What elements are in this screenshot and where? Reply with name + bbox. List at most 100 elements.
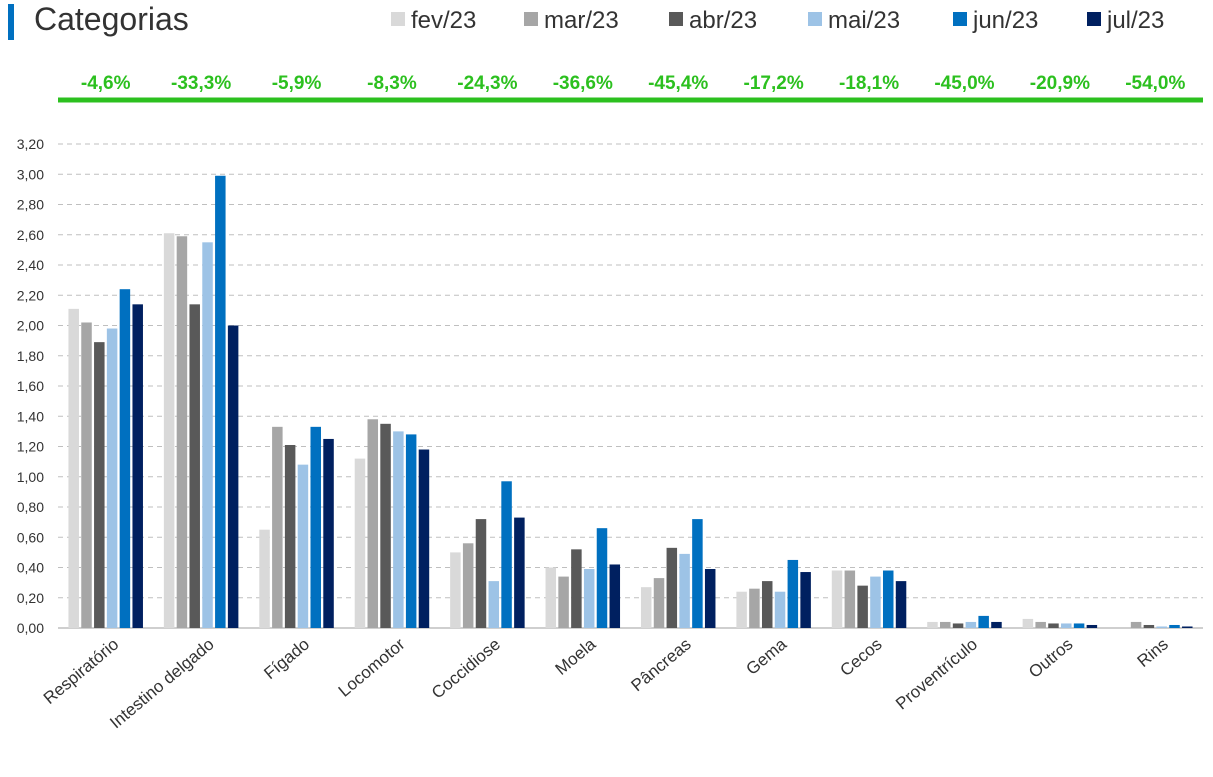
bar-0-2 [94,342,105,628]
legend: fev/23 mar/23 abr/23 mai/23 jun/23 jul/23 [391,7,1164,34]
bar-0-4 [119,289,131,628]
x-tick-label-10: Outros [1025,635,1076,682]
bar-0-0 [68,308,79,628]
bar-5-3 [583,569,595,628]
bar-0-3 [106,328,118,628]
bar-6-3 [679,553,690,628]
y-tick-label-12: 2,40 [17,257,44,273]
bar-5-4 [596,528,608,628]
x-tick-label-0: Respiratório [40,635,122,708]
legend-label-5: jul/23 [1106,7,1164,34]
chart-title: Categorias [34,1,189,37]
bar-4-4 [501,481,512,628]
variation-label-1: -33,3% [171,73,231,94]
bar-10-3 [1061,623,1072,628]
bar-10-2 [1048,623,1059,628]
bar-1-0 [163,233,175,629]
bar-7-1 [749,588,760,628]
x-tick-label-3: Locomotor [335,634,409,700]
bar-10-0 [1022,618,1034,628]
bar-1-2 [189,304,200,628]
bar-8-4 [882,570,894,628]
y-tick-label-15: 3,00 [17,166,44,182]
variation-label-11: -54,0% [1125,73,1185,94]
bar-6-1 [653,578,665,628]
bar-9-0 [927,621,938,628]
variation-label-3: -8,3% [367,73,417,94]
bar-4-5 [514,517,525,628]
variation-label-7: -17,2% [744,73,804,94]
bar-2-5 [323,438,334,628]
y-tick-label-6: 1,20 [17,439,44,455]
bar-7-2 [761,581,773,628]
y-tick-label-14: 2,80 [17,197,44,213]
y-tick-label-3: 0,60 [17,529,44,545]
y-tick-label-0: 0,00 [17,620,44,636]
legend-label-1: mar/23 [544,7,619,34]
variation-label-10: -20,9% [1030,73,1090,94]
bar-5-0 [545,567,557,628]
bar-9-3 [965,621,977,628]
grid [58,143,1203,599]
legend-label-3: mai/23 [828,7,900,34]
variation-label-5: -36,6% [553,73,613,94]
bar-4-2 [475,519,487,628]
bar-3-0 [354,458,366,628]
y-tick-label-9: 1,80 [17,348,44,364]
bar-11-2 [1143,624,1155,628]
bar-7-5 [800,572,811,628]
bar-8-1 [844,570,856,628]
variation-label-8: -18,1% [839,73,899,94]
y-tick-label-5: 1,00 [17,469,44,485]
variation-label-2: -5,9% [272,73,322,94]
legend-label-2: abr/23 [689,7,757,34]
bar-0-1 [81,322,92,628]
bar-8-2 [857,585,868,628]
variation-label-9: -45,0% [934,73,994,94]
x-tick-label-1: Intestino delgado [106,635,217,733]
bar-9-2 [952,623,964,628]
bar-5-2 [571,549,582,628]
bar-11-5 [1182,626,1193,628]
bar-3-4 [405,434,417,628]
y-axis: 0,00 0,20 0,40 0,60 0,80 1,00 1,20 1,40 1,60 1,80… [17,136,1203,636]
x-tick-label-8: Cecos [836,635,885,681]
bar-10-1 [1035,621,1046,628]
bar-8-5 [895,581,907,628]
bar-3-5 [418,449,430,628]
title-accent-bar [8,4,14,40]
bar-2-0 [259,529,270,628]
bar-1-3 [202,242,213,628]
legend-swatch-0 [391,12,405,26]
bar-7-3 [774,591,786,628]
y-tick-label-4: 0,80 [17,499,44,515]
bar-9-1 [940,621,951,628]
bar-8-0 [831,570,843,628]
bar-1-4 [215,175,226,628]
bar-2-4 [310,426,321,628]
variation-labels: -4,6% -33,3% -5,9% -8,3% -24,3% -36,6% -45,4% -… [81,73,1186,94]
bar-6-5 [704,569,716,628]
legend-swatch-4 [953,12,967,26]
bar-5-5 [609,564,621,628]
bar-6-4 [692,519,703,628]
legend-swatch-3 [808,12,822,26]
y-tick-label-16: 3,20 [17,136,44,152]
x-tick-label-7: Gema [743,634,791,679]
y-tick-label-7: 1,40 [17,408,44,424]
y-tick-label-8: 1,60 [17,378,44,394]
bar-7-0 [736,591,747,628]
bar-11-1 [1130,621,1142,628]
variation-label-4: -24,3% [457,73,517,94]
variation-label-6: -45,4% [648,73,708,94]
y-tick-label-2: 0,40 [17,560,44,576]
x-tick-label-2: Fígado [260,635,313,684]
bar-8-3 [870,576,881,628]
y-tick-label-13: 2,60 [17,227,44,243]
legend-label-4: jun/23 [972,7,1038,34]
bar-0-5 [132,304,143,628]
bar-3-2 [380,423,391,628]
